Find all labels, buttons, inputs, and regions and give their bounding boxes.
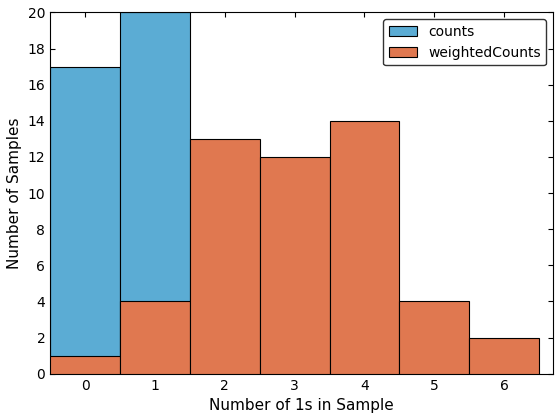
Bar (120, 302, 190, 374)
Bar (260, 157, 329, 374)
Bar (399, 302, 469, 374)
Legend: counts, weightedCounts: counts, weightedCounts (384, 19, 546, 66)
Bar (469, 338, 539, 374)
Bar (50, 67, 120, 374)
Bar (50, 356, 120, 374)
Bar (329, 121, 399, 374)
Bar (120, 13, 190, 374)
Y-axis label: Number of Samples: Number of Samples (7, 117, 22, 269)
Bar (190, 139, 260, 374)
X-axis label: Number of 1s in Sample: Number of 1s in Sample (209, 398, 394, 413)
